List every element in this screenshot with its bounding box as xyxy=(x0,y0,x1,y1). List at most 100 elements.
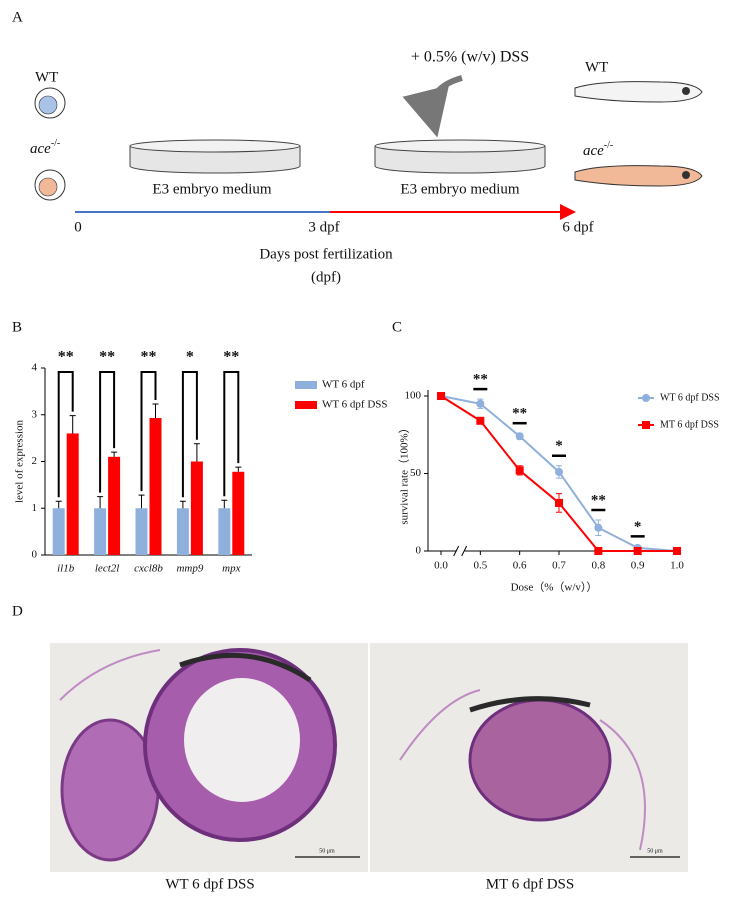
marker xyxy=(555,498,563,507)
marker xyxy=(594,523,603,532)
marker xyxy=(555,467,563,476)
wt-label: WT xyxy=(35,69,58,85)
timeline-title: Days post fertilization xyxy=(259,246,393,262)
x-tick-label: 0.9 xyxy=(631,560,645,572)
x-tick-label: lect2l xyxy=(95,563,119,575)
y-tick-label: 3 xyxy=(32,408,38,420)
error-bar xyxy=(69,415,76,434)
treatment-arrow xyxy=(402,75,463,138)
x-tick-label: 0.8 xyxy=(591,560,605,572)
scale-bar-label: 50 μm xyxy=(647,848,663,854)
y-tick-label: 4 xyxy=(32,362,38,374)
image-caption: MT 6 dpf DSS xyxy=(486,876,575,892)
scale-bar-label: 50 μm xyxy=(319,848,335,854)
fish-wt-label: WT xyxy=(585,59,608,75)
bar xyxy=(135,508,148,555)
y-tick-label: 0 xyxy=(32,549,38,561)
timeline-label: 6 dpf xyxy=(562,219,593,235)
fish-ace-label: ace-/- xyxy=(583,140,613,159)
legend-label: WT 6 dpf DSS xyxy=(660,392,720,403)
error-bar xyxy=(152,403,159,419)
marker xyxy=(594,547,603,555)
error-bar xyxy=(111,451,118,457)
panel-label: B xyxy=(12,319,22,335)
y-tick-label: 0 xyxy=(416,545,422,557)
timeline-label: 0 xyxy=(74,219,82,235)
y-tick-label: 2 xyxy=(32,455,38,467)
marker xyxy=(673,547,681,555)
histology-image xyxy=(50,643,368,872)
error-bar xyxy=(55,500,62,509)
significance-label: ** xyxy=(473,372,488,388)
error-bar xyxy=(193,443,200,462)
error-bar xyxy=(138,494,145,509)
treatment-label: + 0.5% (w/v) DSS xyxy=(411,49,529,66)
bar xyxy=(190,461,203,555)
bar xyxy=(94,508,107,555)
bar xyxy=(66,433,79,555)
significance-label: ** xyxy=(58,349,74,366)
error-bar xyxy=(221,499,228,509)
significance-label: ** xyxy=(591,492,606,508)
x-tick-label: 0.0 xyxy=(434,560,448,572)
embryo xyxy=(38,177,58,197)
significance-bracket xyxy=(223,371,240,497)
panel-label: D xyxy=(12,603,23,619)
larva xyxy=(574,81,703,103)
legend-marker xyxy=(642,421,650,429)
bar xyxy=(218,508,231,555)
x-axis-label: Dose（%（w/v）） xyxy=(511,581,598,594)
x-tick-label: 0.6 xyxy=(513,560,527,572)
bar xyxy=(232,471,245,555)
significance-label: * xyxy=(555,438,563,454)
error-bar xyxy=(97,496,104,509)
ace-label: ace-/- xyxy=(30,138,60,157)
histology-image xyxy=(370,643,688,872)
x-tick-label: 0.7 xyxy=(552,560,566,572)
y-tick-label: 50 xyxy=(410,467,422,479)
marker xyxy=(476,416,485,425)
timeline-unit: (dpf) xyxy=(311,269,341,285)
significance-bracket xyxy=(57,371,74,498)
legend-swatch xyxy=(295,381,317,389)
significance-label: * xyxy=(186,349,194,366)
timeline-label: 3 dpf xyxy=(308,219,339,235)
bar xyxy=(176,508,189,555)
error-bar xyxy=(235,466,242,472)
y-tick-label: 1 xyxy=(32,502,38,514)
medium-label: E3 embryo medium xyxy=(152,181,271,197)
legend-label: WT 6 dpf xyxy=(322,379,365,391)
marker xyxy=(515,466,524,475)
axis-break-gap xyxy=(456,548,465,554)
significance-label: ** xyxy=(141,349,157,366)
panel-label: C xyxy=(392,319,402,335)
significance-bracket xyxy=(181,371,198,498)
marker xyxy=(476,399,485,408)
medium-label: E3 embryo medium xyxy=(400,181,519,197)
legend-label: WT 6 dpf DSS xyxy=(322,399,388,411)
larva-eye xyxy=(682,87,690,95)
marker xyxy=(437,392,445,400)
y-axis-label: survival rate（100%） xyxy=(398,422,411,524)
bar xyxy=(52,508,65,555)
embryo xyxy=(38,95,58,115)
x-tick-label: 1.0 xyxy=(670,560,684,572)
significance-label: ** xyxy=(99,349,115,366)
panel-label: A xyxy=(12,9,23,25)
significance-label: ** xyxy=(223,349,239,366)
significance-bracket xyxy=(140,371,157,492)
marker xyxy=(633,547,642,555)
ace-name: ace xyxy=(583,143,604,159)
y-tick-label: 100 xyxy=(405,390,422,402)
x-tick-label: mmp9 xyxy=(176,563,203,575)
larva xyxy=(574,165,703,187)
petri-dish xyxy=(129,139,301,174)
legend-marker xyxy=(642,394,650,402)
legend-swatch xyxy=(295,401,317,409)
legend-label: MT 6 dpf DSS xyxy=(660,419,719,430)
significance-bracket xyxy=(99,371,116,493)
larva-eye xyxy=(682,171,690,179)
y-axis-label: level of expression xyxy=(14,419,26,503)
x-tick-label: 0.5 xyxy=(473,560,487,572)
